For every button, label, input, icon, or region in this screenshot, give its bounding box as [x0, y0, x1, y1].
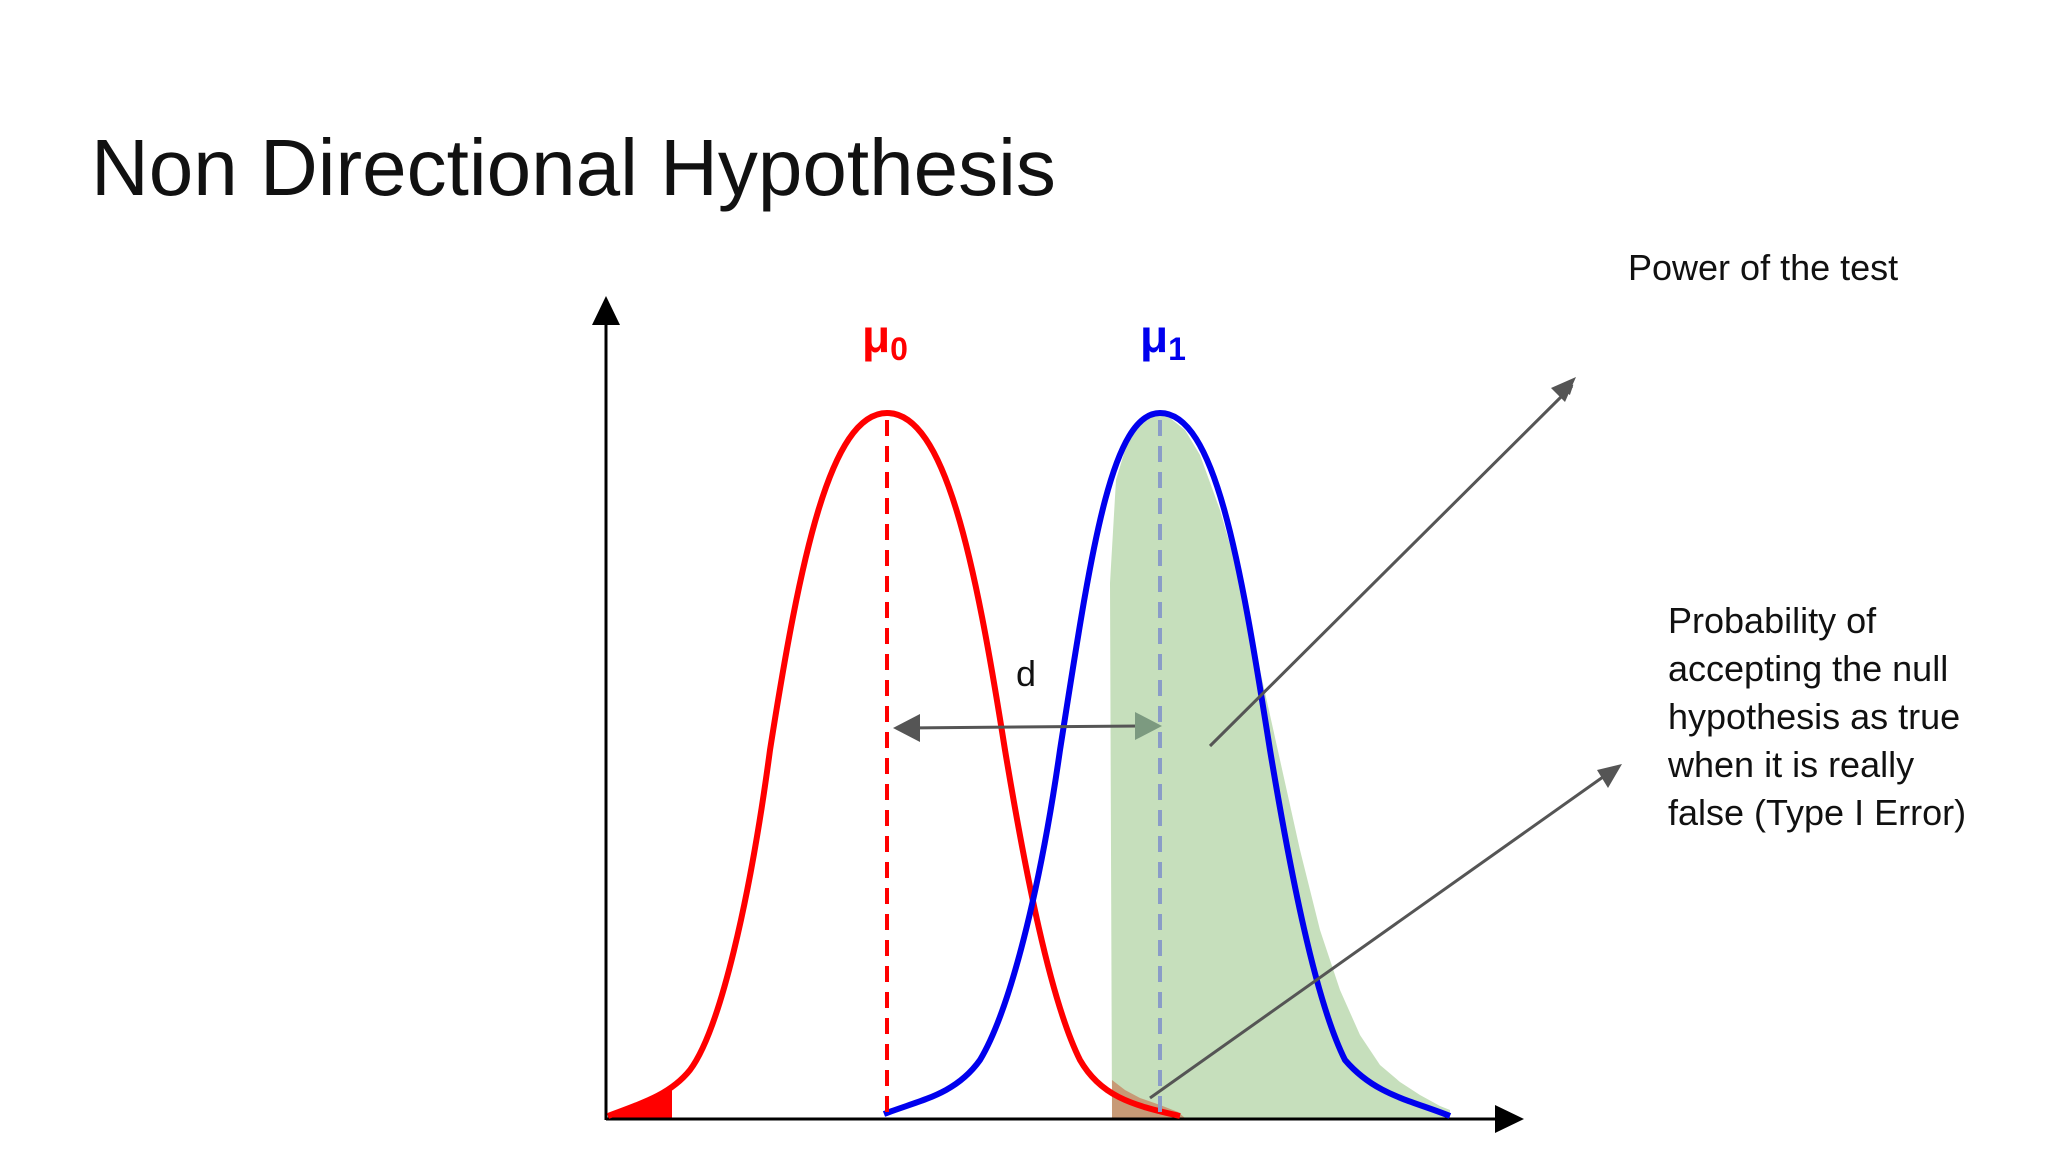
y-axis-arrowhead [592, 296, 620, 325]
type-error-pointer-arrowhead [1597, 764, 1622, 788]
power-of-test-label: Power of the test [1628, 247, 1899, 288]
mu1-label-base: μ [1140, 310, 1168, 362]
mu0-label-sub: 0 [890, 331, 908, 367]
alternative-distribution-curve [882, 409, 1452, 1119]
type-error-line: Probability of [1668, 600, 1877, 641]
type-error-line: false (Type I Error) [1668, 792, 1967, 833]
slide-title: Non Directional Hypothesis [91, 123, 1056, 212]
power-region [1110, 415, 1450, 1118]
d-arrow-left-head [893, 714, 920, 742]
power-pointer-arrow [1208, 384, 1574, 748]
d-arrow-line [904, 724, 1141, 730]
d-label: d [1016, 653, 1036, 694]
mu0-label: μ0 [862, 310, 908, 367]
mu1-label-sub: 1 [1168, 331, 1186, 367]
mu1-label: μ1 [1140, 310, 1186, 367]
power-pointer-arrowhead [1551, 377, 1576, 402]
d-arrow-right-head [1135, 712, 1162, 740]
x-axis-arrowhead [1495, 1105, 1524, 1133]
type-error-line: accepting the null [1668, 648, 1949, 689]
null-distribution-curve [606, 409, 1181, 1119]
mu0-label-base: μ [862, 310, 890, 362]
type-error-line: hypothesis as true [1668, 696, 1961, 737]
type-error-label: Probability of accepting the null hypoth… [1668, 597, 2028, 837]
type-error-line: when it is really [1668, 744, 1915, 785]
type-error-pointer-arrow [1149, 770, 1611, 1100]
overlap-region [1112, 1080, 1185, 1118]
